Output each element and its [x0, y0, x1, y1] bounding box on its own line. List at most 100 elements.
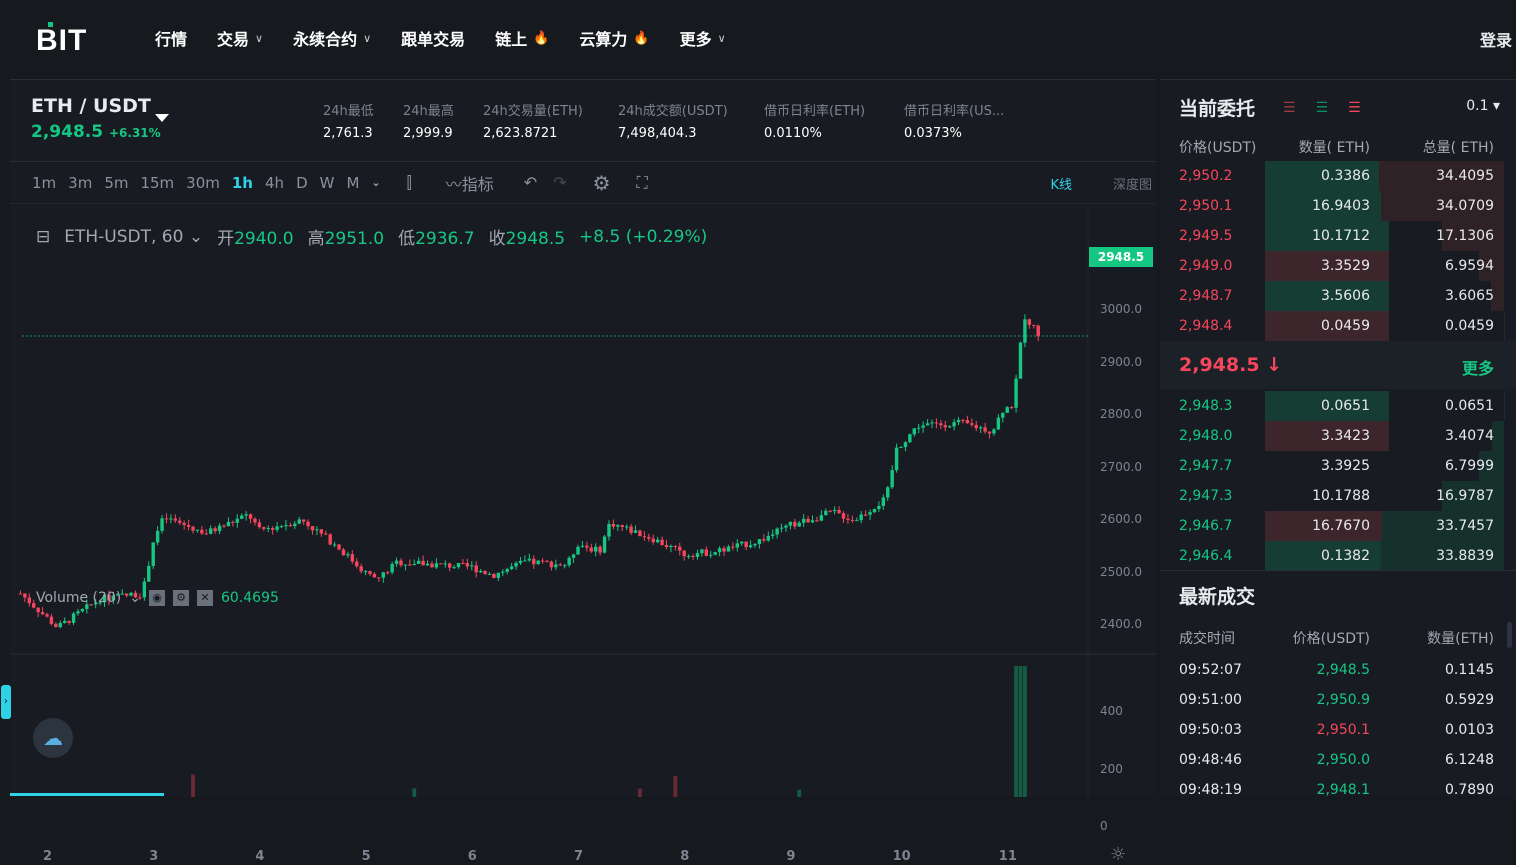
candle-body — [913, 428, 916, 434]
x-tick: 7 — [574, 849, 583, 864]
close-icon[interactable]: ✕ — [197, 590, 213, 606]
candle-body — [218, 526, 221, 532]
candle-body — [921, 425, 924, 427]
candle-body — [187, 525, 190, 527]
chevron-down-icon: ∨ — [363, 32, 371, 45]
tab-kline[interactable]: K线 — [1050, 174, 1072, 193]
timeframe-5m[interactable]: 5m — [104, 174, 128, 192]
nav-item-1[interactable]: 交易∨ — [217, 26, 263, 50]
candle-body — [979, 427, 982, 428]
more-timeframes-icon[interactable]: ⌄ — [371, 176, 380, 189]
settings-icon[interactable]: ⚙ — [593, 171, 611, 195]
undo-icon[interactable]: ↶ — [524, 173, 537, 192]
candle-body — [501, 572, 504, 573]
candle-body — [545, 561, 548, 562]
candle-body — [54, 624, 57, 627]
candle-body — [253, 519, 256, 523]
chart-logo-button[interactable]: ☁ — [33, 718, 73, 758]
candle-body — [736, 543, 739, 547]
asks-only-icon[interactable]: ☰ — [1283, 100, 1296, 116]
collapse-icon[interactable]: ⊟ — [36, 227, 50, 247]
candle-body — [926, 423, 929, 425]
timeframe-1h[interactable]: 1h — [232, 174, 253, 192]
candle-body — [753, 544, 756, 545]
candle-body — [430, 564, 433, 568]
timeframe-D[interactable]: D — [296, 174, 308, 192]
candle-body — [315, 529, 318, 530]
timeframe-30m[interactable]: 30m — [186, 174, 220, 192]
tab-depth[interactable]: 深度图 — [1113, 174, 1152, 193]
candle-body — [634, 530, 637, 532]
candle-body — [802, 519, 805, 523]
candle-body — [798, 523, 801, 527]
candle-body — [767, 536, 770, 541]
symbol-label[interactable]: ETH-USDT, 60 ⌄ — [64, 227, 203, 247]
candle-body — [700, 549, 703, 553]
settings-icon[interactable]: ⚙ — [173, 590, 189, 606]
candle-body — [479, 571, 482, 572]
login-link[interactable]: 登录 — [1480, 27, 1512, 51]
pair-dropdown-icon[interactable] — [155, 114, 169, 122]
scrollbar[interactable] — [1507, 622, 1512, 648]
nav-item-0[interactable]: 行情 — [155, 26, 187, 50]
timeframe-W[interactable]: W — [320, 174, 335, 192]
mid-price-row: 2,948.5 ↓ 更多 — [1160, 341, 1516, 389]
timeframe-4h[interactable]: 4h — [265, 174, 284, 192]
price-chart[interactable]: ⊟ ETH-USDT, 60 ⌄ 开2940.0 高2951.0 低2936.7… — [10, 204, 1156, 797]
indicators-button[interactable]: 〰指标 — [446, 171, 494, 195]
nav-item-4[interactable]: 链上🔥 — [495, 26, 549, 50]
candle-body — [744, 542, 747, 548]
nav-item-6[interactable]: 更多∨ — [680, 26, 726, 50]
nav-item-3[interactable]: 跟单交易 — [401, 26, 465, 50]
candle-body — [519, 561, 522, 563]
precision-select[interactable]: 0.1 ▾ — [1466, 98, 1500, 114]
side-expand-handle[interactable]: › — [1, 685, 11, 719]
candle-body — [590, 548, 593, 552]
more-link[interactable]: 更多 — [1462, 355, 1494, 379]
nav-item-2[interactable]: 永续合约∨ — [293, 26, 371, 50]
volume-bar — [1019, 666, 1023, 797]
timeframe-M[interactable]: M — [346, 174, 359, 192]
candle-body — [395, 561, 398, 564]
candle-type-icon[interactable]: ⫿ — [407, 173, 412, 193]
candle-body — [749, 545, 752, 547]
candle-body — [483, 571, 486, 574]
candle-body — [1023, 319, 1026, 342]
timeframe-1m[interactable]: 1m — [32, 174, 56, 192]
candle-body — [709, 555, 712, 556]
candle-body — [63, 621, 66, 623]
both-sides-icon[interactable]: ☰ — [1348, 100, 1361, 116]
axis-settings-icon[interactable]: ☼ — [1110, 844, 1126, 865]
candle-body — [298, 519, 301, 523]
candle-body — [811, 520, 814, 522]
redo-icon[interactable]: ↷ — [553, 173, 566, 192]
candle-body — [833, 510, 836, 511]
pair-name[interactable]: ETH / USDT — [31, 95, 151, 117]
logo[interactable]: BIT — [36, 24, 87, 58]
timeframe-15m[interactable]: 15m — [140, 174, 174, 192]
fullscreen-icon[interactable]: ⛶ — [637, 173, 648, 193]
x-tick: 6 — [468, 849, 477, 864]
nav-item-5[interactable]: 云算力🔥 — [579, 26, 649, 50]
bids-only-icon[interactable]: ☰ — [1316, 100, 1329, 116]
eye-icon[interactable]: ◉ — [149, 590, 165, 606]
candle-body — [895, 448, 898, 470]
candle-body — [302, 519, 305, 521]
candle-body — [373, 574, 376, 578]
timeframe-3m[interactable]: 3m — [68, 174, 92, 192]
candle-body — [510, 566, 513, 569]
